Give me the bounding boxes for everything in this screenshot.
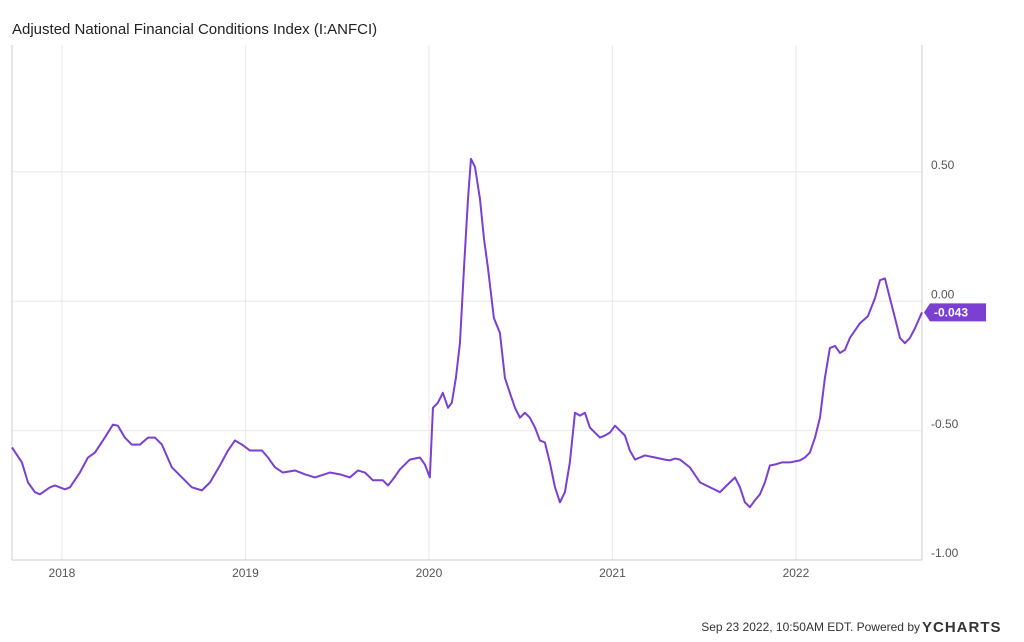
y-tick-label: 0.00 — [931, 287, 955, 301]
x-tick-label: 2021 — [599, 566, 626, 580]
last-value-label: -0.043 — [934, 306, 968, 320]
y-tick-label: 0.50 — [931, 158, 955, 172]
x-tick-label: 2020 — [416, 566, 443, 580]
y-tick-label: -0.50 — [931, 417, 959, 431]
x-tick-label: 2022 — [783, 566, 810, 580]
footer: Sep 23 2022, 10:50AM EDT. Powered by — [701, 620, 920, 634]
x-tick-label: 2018 — [49, 566, 76, 580]
brand: YCHARTS — [922, 619, 1002, 636]
y-tick-label: -1.00 — [931, 546, 959, 560]
line-series — [11, 157, 923, 509]
last-value-tag — [924, 303, 986, 322]
x-tick-label: 2019 — [232, 566, 259, 580]
chart-title: Adjusted National Financial Conditions I… — [12, 21, 377, 38]
